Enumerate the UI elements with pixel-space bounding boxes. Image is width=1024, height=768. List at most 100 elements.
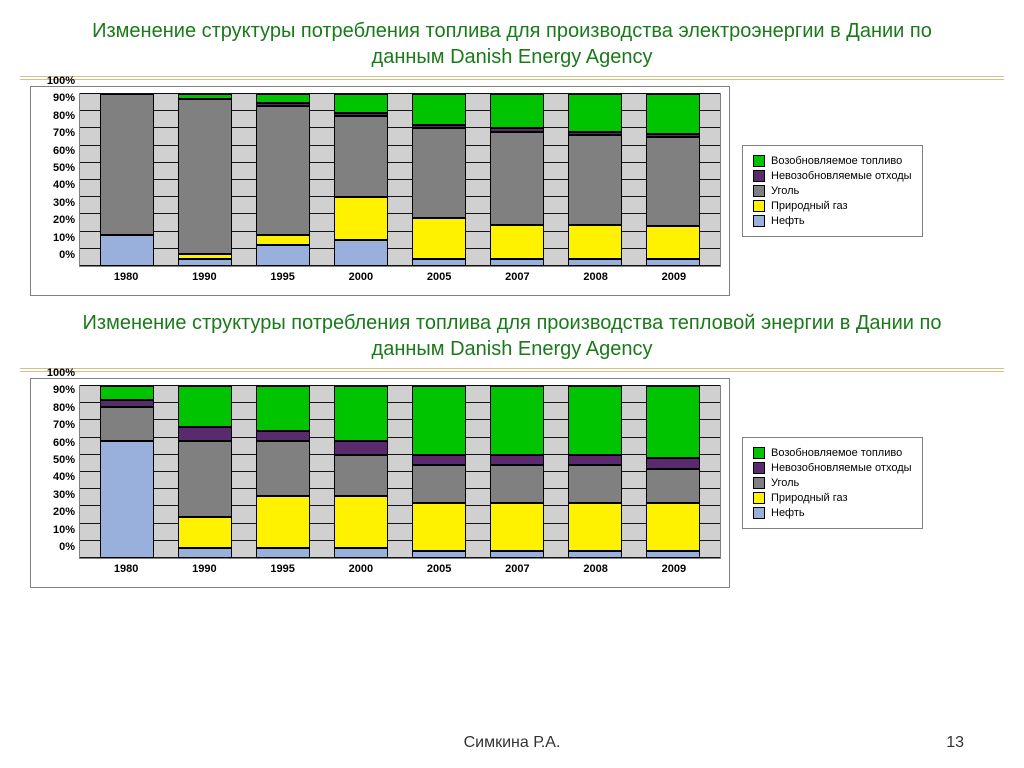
bar-segment-nonrenew_waste: [256, 431, 310, 441]
xtick-label: 1995: [244, 563, 322, 583]
bar: [490, 386, 544, 558]
ytick-label: 40%: [53, 471, 75, 483]
bar-segment-oil: [256, 548, 310, 558]
bar-segment-renewable: [490, 386, 544, 455]
legend-item: Возобновляемое топливо: [753, 155, 912, 167]
chart2-area: 0%10%20%30%40%50%60%70%80%90%100% 198019…: [30, 378, 730, 588]
bar-segment-coal: [490, 465, 544, 503]
xtick-label: 1990: [165, 563, 243, 583]
bar-segment-renewable: [334, 94, 388, 113]
bar-slot: [400, 94, 478, 266]
bar-segment-gas: [568, 503, 622, 551]
bar: [334, 94, 388, 266]
bar-segment-gas: [178, 517, 232, 548]
legend-swatch: [753, 447, 765, 459]
bar-slot: [166, 386, 244, 558]
legend-swatch: [753, 477, 765, 489]
bar-segment-oil: [412, 551, 466, 558]
slide: Изменение структуры потребления топлива …: [0, 0, 1024, 768]
legend-label: Уголь: [771, 477, 799, 489]
bar-segment-gas: [646, 503, 700, 551]
bar-segment-oil: [412, 259, 466, 266]
bar-segment-oil: [568, 551, 622, 558]
ytick-label: 70%: [53, 127, 75, 139]
bar-segment-renewable: [490, 94, 544, 128]
bar-segment-oil: [646, 551, 700, 558]
legend-label: Возобновляемое топливо: [771, 155, 902, 167]
bar-segment-coal: [178, 441, 232, 517]
bar-segment-nonrenew_waste: [100, 400, 154, 407]
bar-slot: [322, 94, 400, 266]
xtick-label: 2008: [557, 271, 635, 291]
legend-swatch: [753, 185, 765, 197]
bar-slot: [478, 386, 556, 558]
bar-segment-coal: [334, 455, 388, 496]
bar: [490, 94, 544, 266]
ytick-label: 80%: [53, 402, 75, 414]
bar-segment-nonrenew_waste: [412, 455, 466, 465]
chart1-yticks: 0%10%20%30%40%50%60%70%80%90%100%: [35, 93, 77, 267]
bar: [412, 94, 466, 266]
bar-segment-oil: [256, 245, 310, 266]
legend-swatch: [753, 200, 765, 212]
ytick-label: 70%: [53, 419, 75, 431]
legend-item: Уголь: [753, 185, 912, 197]
ytick-label: 50%: [53, 162, 75, 174]
xtick-label: 2009: [635, 271, 713, 291]
bar-segment-nonrenew_waste: [178, 427, 232, 441]
bar-segment-nonrenew_waste: [568, 455, 622, 465]
chart1-bars: [80, 94, 720, 266]
xtick-label: 2008: [557, 563, 635, 583]
chart2-xlabels: 19801990199520002005200720082009: [79, 563, 721, 583]
chart2-bars: [80, 386, 720, 558]
bar: [646, 386, 700, 558]
bar-segment-renewable: [646, 94, 700, 134]
ytick-label: 30%: [53, 197, 75, 209]
bar-slot: [88, 386, 166, 558]
chart1-block: 0%10%20%30%40%50%60%70%80%90%100% 198019…: [30, 86, 994, 296]
bar-segment-gas: [412, 503, 466, 551]
bar-segment-gas: [334, 496, 388, 548]
ytick-label: 90%: [53, 384, 75, 396]
bar-segment-oil: [334, 240, 388, 266]
legend-swatch: [753, 462, 765, 474]
ytick-label: 0%: [59, 249, 75, 261]
bar-segment-gas: [256, 496, 310, 548]
xtick-label: 2007: [478, 563, 556, 583]
bar-segment-gas: [490, 503, 544, 551]
ytick-label: 60%: [53, 437, 75, 449]
bar-segment-gas: [490, 225, 544, 259]
divider: [20, 76, 1004, 77]
bar-segment-coal: [178, 99, 232, 254]
bar-segment-coal: [256, 106, 310, 235]
bar-segment-oil: [334, 548, 388, 558]
bar: [256, 94, 310, 266]
bar-segment-oil: [178, 548, 232, 558]
legend-item: Возобновляемое топливо: [753, 447, 912, 459]
bar-segment-coal: [646, 137, 700, 226]
xtick-label: 2005: [400, 271, 478, 291]
legend-label: Природный газ: [771, 492, 848, 504]
legend-label: Нефть: [771, 215, 805, 227]
xtick-label: 1980: [87, 563, 165, 583]
legend-swatch: [753, 155, 765, 167]
bar-segment-coal: [100, 94, 154, 235]
bar-slot: [88, 94, 166, 266]
chart2-legend: Возобновляемое топливоНевозобновляемые о…: [742, 437, 923, 529]
bar-segment-renewable: [568, 386, 622, 455]
divider: [20, 79, 1004, 80]
xtick-label: 2000: [322, 563, 400, 583]
bar-segment-coal: [646, 469, 700, 503]
ytick-label: 10%: [53, 524, 75, 536]
ytick-label: 50%: [53, 454, 75, 466]
ytick-label: 40%: [53, 179, 75, 191]
bar: [256, 386, 310, 558]
ytick-label: 20%: [53, 214, 75, 226]
ytick-label: 20%: [53, 506, 75, 518]
divider: [20, 371, 1004, 372]
bar: [568, 386, 622, 558]
xtick-label: 2000: [322, 271, 400, 291]
bar-segment-nonrenew_waste: [334, 441, 388, 455]
bar: [568, 94, 622, 266]
bar-segment-oil: [490, 259, 544, 266]
